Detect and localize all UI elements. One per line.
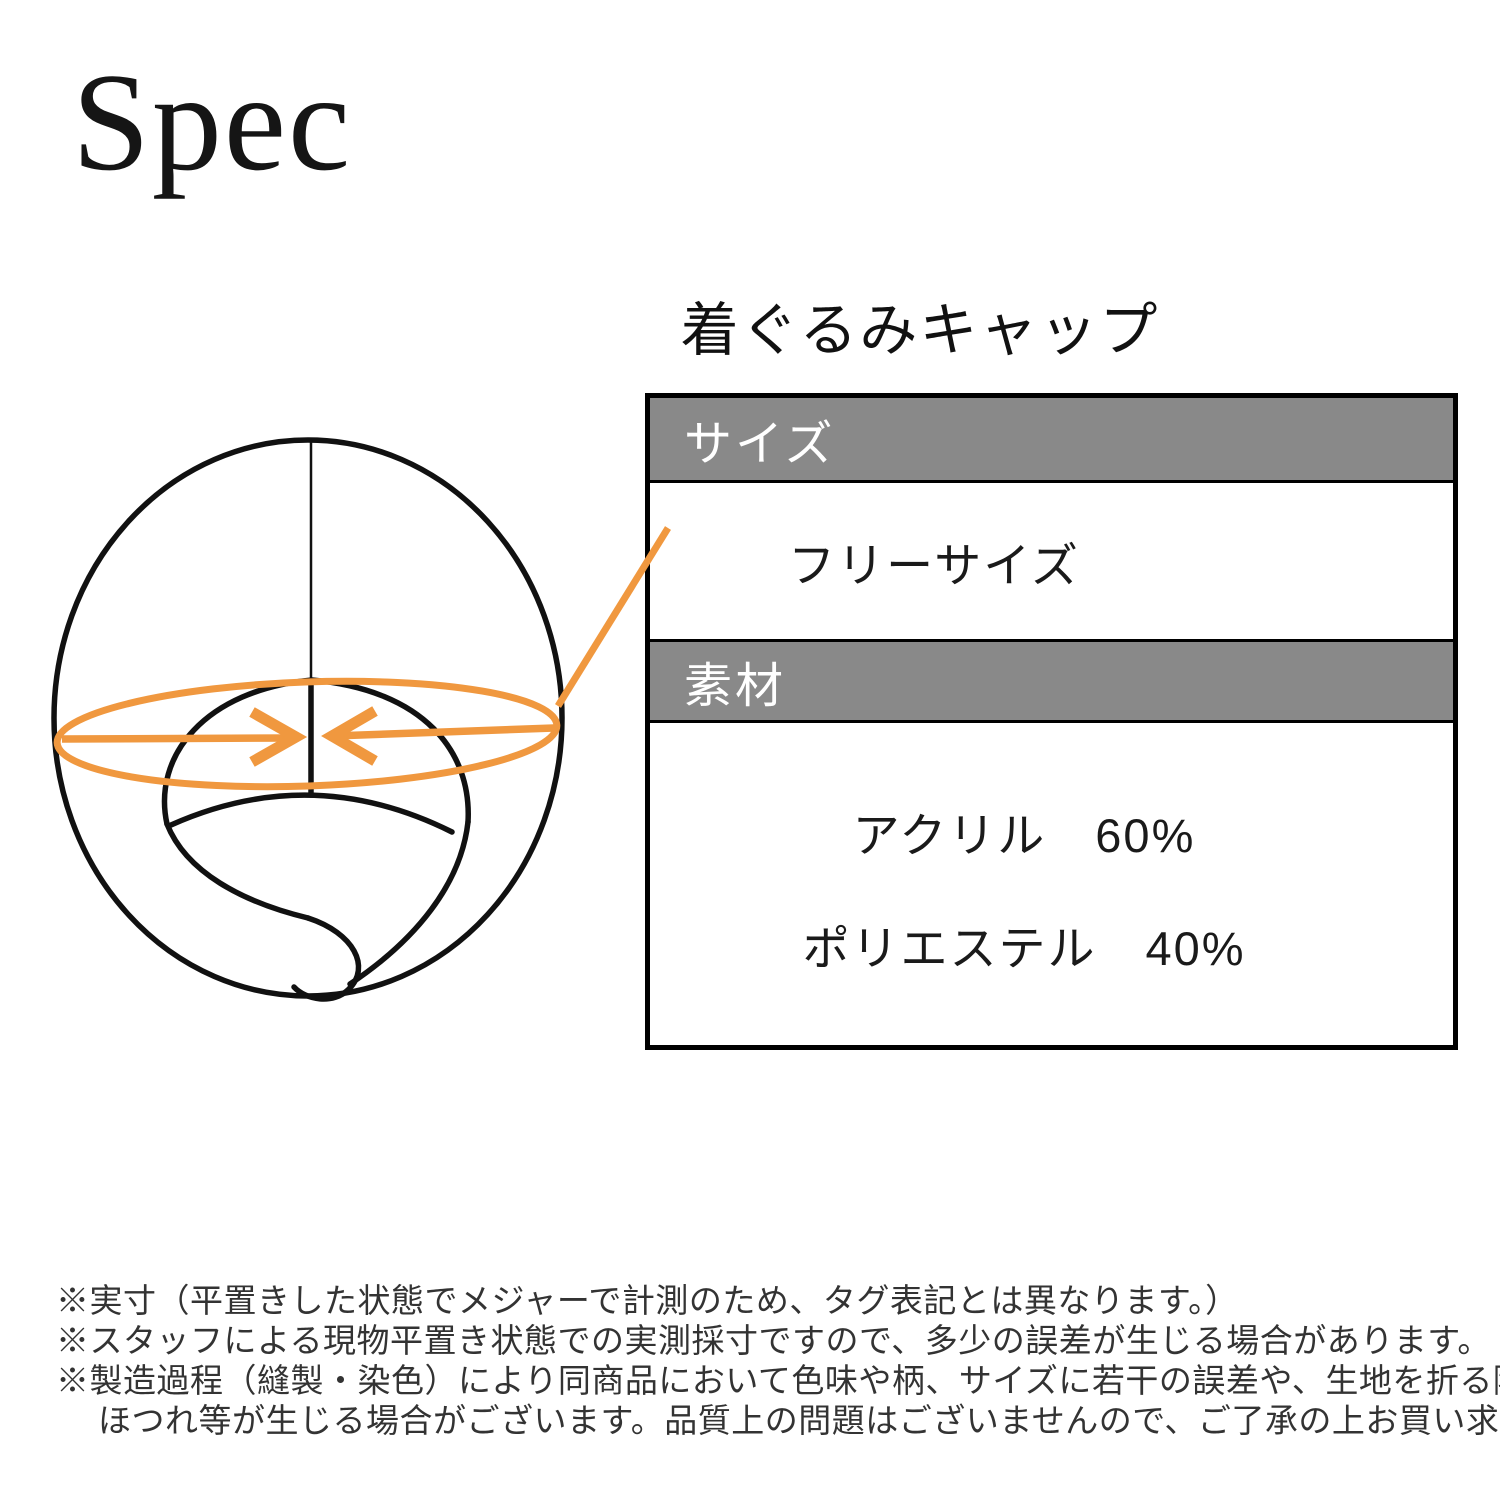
footnote-4: ほつれ等が生じる場合がございます。品質上の問題はございませんので、ご了承の上お買… [98, 1402, 1500, 1439]
flap-left-edge [164, 821, 311, 921]
size-value: フリーサイズ [788, 538, 1080, 592]
flap-curl [291, 915, 362, 1002]
measure-shaft-left [61, 734, 294, 743]
spec-value-size: フリーサイズ [650, 480, 1453, 639]
material-line-polyester: ポリエステル 40% [802, 922, 1246, 975]
footnote-1: ※実寸（平置きした状態でメジャーで計測のため、タグ表記とは異なります。） [56, 1282, 1239, 1319]
footnote-3: ※製造過程（縫製・染色）により同商品において色味や柄、サイズに若干の誤差や、生地… [56, 1362, 1500, 1399]
spec-header-size: サイズ [650, 398, 1453, 480]
page-title: Spec [72, 45, 353, 200]
cap-outline [51, 437, 565, 999]
material-line-acrylic: アクリル 60% [852, 809, 1196, 862]
arrow-right-icon [249, 707, 308, 767]
spec-value-material: アクリル 60% ポリエステル 40% [650, 720, 1453, 1045]
circumference-ellipse [53, 677, 561, 791]
spec-header-size-label: サイズ [684, 418, 836, 471]
flap-right-edge [347, 819, 471, 987]
measure-shaft-right [332, 724, 555, 740]
spec-header-material: 素材 [650, 639, 1453, 720]
arrow-left-icon [321, 706, 378, 766]
footnote-2: ※スタッフによる現物平置き状態での実測採寸ですので、多少の誤差が生じる場合があり… [56, 1322, 1491, 1359]
face-opening [161, 677, 471, 827]
footnotes: ※実寸（平置きした状態でメジャーで計測のため、タグ表記とは異なります。） ※スタ… [56, 1281, 1500, 1441]
chin-curve [168, 792, 455, 835]
spec-table: サイズ フリーサイズ 素材 アクリル 60% ポリエステル 40% [645, 393, 1458, 1050]
spec-header-material-label: 素材 [684, 660, 787, 713]
product-name: 着ぐるみキャップ [680, 298, 1160, 363]
